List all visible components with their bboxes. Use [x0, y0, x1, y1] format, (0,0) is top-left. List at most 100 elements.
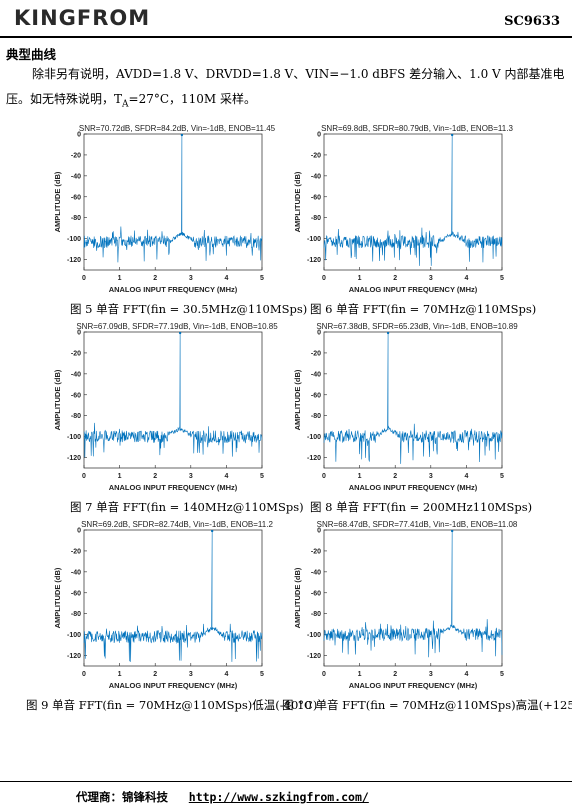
section-title: 典型曲线	[6, 47, 57, 62]
y-tick-label: -120	[67, 257, 81, 264]
y-tick-label: -120	[307, 257, 321, 264]
fundamental-tone-point	[210, 529, 214, 533]
spectrum-series	[323, 333, 503, 464]
x-tick-label: 0	[82, 275, 86, 282]
y-axis-label: AMPLITUDE (dB)	[53, 171, 62, 232]
figure-caption-5: 图 5 单音 FFT(fin = 30.5MHz@110MSps)	[70, 302, 308, 316]
x-tick-label: 3	[189, 671, 193, 678]
chart-title: SNR=67.09dB, SFDR=77.19dB, Vin=-1dB, ENO…	[76, 322, 278, 331]
x-tick-label: 2	[393, 671, 397, 678]
y-tick-label: -80	[311, 215, 321, 222]
x-tick-label: 1	[358, 275, 362, 282]
x-tick-label: 1	[118, 275, 122, 282]
y-tick-label: -100	[307, 236, 321, 243]
y-axis-label: AMPLITUDE (dB)	[293, 369, 302, 430]
y-axis-label: AMPLITUDE (dB)	[293, 171, 302, 232]
x-tick-label: 2	[393, 275, 397, 282]
y-tick-label: -100	[67, 434, 81, 441]
x-tick-label: 1	[358, 671, 362, 678]
fft-chart-9: SNR=69.2dB, SFDR=82.74dB, Vin=-1dB, ENOB…	[42, 518, 292, 698]
x-tick-label: 5	[260, 671, 264, 678]
x-tick-label: 5	[260, 473, 264, 480]
fft-chart-svg: SNR=67.09dB, SFDR=77.19dB, Vin=-1dB, ENO…	[53, 322, 278, 492]
y-tick-label: -60	[71, 590, 81, 597]
chart-title: SNR=69.2dB, SFDR=82.74dB, Vin=-1dB, ENOB…	[81, 520, 273, 529]
x-tick-label: 4	[464, 671, 468, 678]
spectrum-series	[323, 531, 503, 658]
y-tick-label: -100	[67, 236, 81, 243]
intro-paragraph: 除非另有说明，AVDD=1.8 V、DRVDD=1.8 V、VIN=−1.0 d…	[6, 62, 566, 117]
y-axis-label: AMPLITUDE (dB)	[293, 567, 302, 628]
y-tick-label: 0	[317, 132, 321, 139]
x-tick-label: 1	[118, 671, 122, 678]
fft-chart-svg: SNR=69.2dB, SFDR=82.74dB, Vin=-1dB, ENOB…	[53, 520, 273, 690]
footer-label: 代理商：锦锋科技	[76, 790, 168, 804]
y-tick-label: -80	[311, 611, 321, 618]
x-tick-label: 3	[189, 473, 193, 480]
y-tick-label: -120	[67, 653, 81, 660]
x-tick-label: 3	[429, 671, 433, 678]
y-tick-label: -20	[71, 548, 81, 555]
fft-chart-7: SNR=67.09dB, SFDR=77.19dB, Vin=-1dB, ENO…	[42, 320, 292, 500]
fft-chart-5: SNR=70.72dB, SFDR=84.2dB, Vin=-1dB, ENOB…	[42, 122, 292, 302]
spectrum-series	[83, 333, 263, 458]
header-divider	[0, 36, 572, 38]
fundamental-tone-point	[180, 133, 184, 137]
y-tick-label: -80	[311, 413, 321, 420]
y-tick-label: -80	[71, 611, 81, 618]
chart-title: SNR=70.72dB, SFDR=84.2dB, Vin=-1dB, ENOB…	[79, 124, 276, 133]
x-tick-label: 1	[358, 473, 362, 480]
y-tick-label: -40	[311, 569, 321, 576]
x-tick-label: 4	[224, 473, 228, 480]
chart-title: SNR=67.38dB, SFDR=65.23dB, Vin=-1dB, ENO…	[316, 322, 518, 331]
figure-caption-7: 图 7 单音 FFT(fin = 140MHz@110MSps)	[70, 500, 304, 514]
figure-caption-6: 图 6 单音 FFT(fin = 70MHz@110MSps)	[310, 302, 537, 316]
footer-link[interactable]: http://www.szkingfrom.com/	[188, 790, 369, 804]
fft-chart-svg: SNR=70.72dB, SFDR=84.2dB, Vin=-1dB, ENOB…	[53, 124, 276, 294]
y-tick-label: -100	[67, 632, 81, 639]
y-tick-label: -80	[71, 413, 81, 420]
plot-area	[323, 529, 503, 667]
y-tick-label: -100	[307, 434, 321, 441]
y-tick-label: -60	[71, 194, 81, 201]
plot-area	[83, 133, 263, 271]
x-axis-label: ANALOG INPUT FREQUENCY (MHz)	[349, 681, 478, 690]
y-tick-label: -120	[67, 455, 81, 462]
spectrum-series	[323, 135, 503, 266]
fft-chart-svg: SNR=67.38dB, SFDR=65.23dB, Vin=-1dB, ENO…	[293, 322, 518, 492]
fft-chart-svg: SNR=68.47dB, SFDR=77.41dB, Vin=-1dB, ENO…	[293, 520, 518, 690]
page-footer: 代理商：锦锋科技 http://www.szkingfrom.com/	[76, 789, 369, 805]
document-id: SC9633	[504, 14, 560, 29]
x-tick-label: 4	[464, 275, 468, 282]
y-tick-label: -120	[307, 653, 321, 660]
y-tick-label: -120	[307, 455, 321, 462]
y-tick-label: -60	[311, 590, 321, 597]
x-axis-label: ANALOG INPUT FREQUENCY (MHz)	[109, 483, 238, 492]
fft-chart-10: SNR=68.47dB, SFDR=77.41dB, Vin=-1dB, ENO…	[282, 518, 532, 698]
spectrum-series	[83, 135, 263, 263]
x-tick-label: 0	[322, 473, 326, 480]
x-axis-label: ANALOG INPUT FREQUENCY (MHz)	[109, 681, 238, 690]
x-tick-label: 2	[153, 671, 157, 678]
x-tick-label: 3	[429, 275, 433, 282]
paragraph-subscript: A	[122, 99, 129, 110]
x-tick-label: 5	[500, 671, 504, 678]
y-tick-label: 0	[317, 330, 321, 337]
y-tick-label: -80	[71, 215, 81, 222]
spectrum-series	[83, 531, 263, 662]
fundamental-tone-point	[450, 133, 454, 137]
y-tick-label: -40	[71, 173, 81, 180]
company-logo: KINGFROM	[14, 6, 151, 30]
x-tick-label: 3	[429, 473, 433, 480]
y-tick-label: -60	[311, 392, 321, 399]
figure-caption-10: 图 10 单音 FFT(fin = 70MHz@110MSps)高温(+125°…	[282, 698, 572, 712]
y-tick-label: -60	[311, 194, 321, 201]
x-axis-label: ANALOG INPUT FREQUENCY (MHz)	[349, 285, 478, 294]
x-tick-label: 4	[224, 275, 228, 282]
paragraph-text: 除非另有说明，AVDD=1.8 V、DRVDD=1.8 V、VIN=−1.0 d…	[6, 67, 565, 106]
page-header: KINGFROM SC9633	[0, 0, 572, 40]
y-tick-label: -40	[311, 173, 321, 180]
y-tick-label: 0	[77, 132, 81, 139]
x-tick-label: 3	[189, 275, 193, 282]
figure-caption-9: 图 9 单音 FFT(fin = 70MHz@110MSps)低温(-40°C)	[26, 698, 318, 712]
